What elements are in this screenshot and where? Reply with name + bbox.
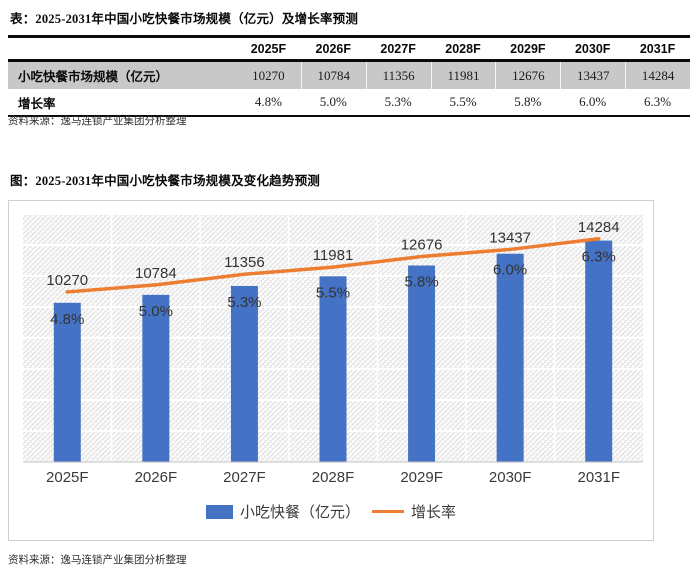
bar-value-label: 11356	[224, 254, 265, 271]
table-cell: 6.0%	[579, 94, 607, 109]
table-column-header: 2030F	[574, 41, 611, 56]
table-cell: 5.5%	[449, 94, 477, 109]
chart-title: 图：2025-2031年中国小吃快餐市场规模及变化趋势预测	[10, 174, 320, 188]
table-cell: 11356	[365, 62, 431, 89]
bar-value-label: 11981	[313, 247, 354, 264]
growth-value-label: 6.3%	[582, 249, 616, 266]
legend-item-line: 增长率	[372, 501, 456, 522]
table-column-header: 2031F	[639, 41, 676, 56]
table-row-growth-rate: 增长率 4.8% 5.0% 5.3% 5.5% 5.8% 6.0% 6.3%	[8, 89, 690, 117]
legend-item-bars: 小吃快餐（亿元）	[205, 501, 360, 522]
legend-label: 增长率	[411, 504, 457, 521]
table-title: 表：2025-2031年中国小吃快餐市场规模（亿元）及增长率预测	[10, 12, 359, 26]
table-cell: 10784	[300, 62, 366, 89]
table-cell: 5.0%	[319, 94, 347, 109]
bar-value-label: 12676	[401, 237, 443, 254]
x-axis-label: 2026F	[134, 469, 178, 486]
x-axis-label: 2027F	[223, 469, 266, 486]
table-column-header: 2029F	[510, 41, 546, 56]
line-series-swatch-icon	[372, 510, 404, 513]
table-cell: 4.8%	[254, 94, 282, 109]
table-cell: 11981	[430, 62, 496, 89]
table-cell: 5.8%	[514, 94, 542, 109]
chart-plot-svg: 10270 4.8% 10784 5.0% 11356 5.3% 11981 5.5% 1267…	[23, 213, 643, 463]
bar-2029F	[408, 265, 436, 462]
x-axis-label: 2028F	[311, 469, 355, 486]
table-column-header: 2027F	[380, 41, 416, 56]
chart-source: 资料来源：逸马连锁产业集团分析整理	[8, 555, 187, 566]
chart-legend: 小吃快餐（亿元） 增长率	[9, 501, 653, 522]
x-axis: 2025F 2026F 2027F 2028F 2029F 2030F 2031F	[23, 469, 643, 486]
table-cell: 10270	[252, 67, 285, 83]
row-label: 小吃快餐市场规模（亿元）	[18, 70, 169, 84]
bar-value-label: 14284	[578, 219, 620, 236]
plot-area: 10270 4.8% 10784 5.0% 11356 5.3% 11981 5.5% 1267…	[23, 213, 643, 463]
x-axis-label: 2031F	[577, 469, 621, 486]
table-column-header: 2025F	[250, 41, 287, 56]
table-cell: 6.3%	[644, 94, 672, 109]
bar-series-swatch-icon	[205, 504, 233, 519]
x-axis-label: 2025F	[46, 469, 89, 486]
table-cell: 5.3%	[384, 94, 412, 109]
chart-container: 10270 4.8% 10784 5.0% 11356 5.3% 11981 5.5% 1267…	[8, 200, 654, 541]
bar-2030F	[496, 253, 524, 462]
table-source: 资料来源：逸马连锁产业集团分析整理	[8, 116, 187, 127]
bar-2028F	[319, 276, 347, 462]
growth-value-label: 5.3%	[227, 294, 261, 311]
table-cell: 13437	[560, 62, 625, 89]
growth-rate-line	[65, 237, 601, 294]
bar-value-label: 13437	[489, 229, 531, 246]
growth-value-label: 6.0%	[493, 262, 527, 279]
bar-value-label: 10270	[46, 272, 88, 289]
table-header-row: 2025F 2026F 2027F 2028F 2029F 2030F 2031…	[8, 38, 690, 62]
bar-2031F	[585, 240, 613, 462]
growth-value-label: 5.5%	[316, 284, 350, 301]
bar-2025F	[53, 302, 81, 462]
row-label: 增长率	[18, 96, 56, 111]
bar-value-label: 10784	[135, 265, 177, 282]
growth-value-label: 5.8%	[404, 274, 438, 291]
growth-value-label: 4.8%	[50, 311, 84, 328]
x-axis-label: 2029F	[400, 469, 443, 486]
table-row-market-size: 小吃快餐市场规模（亿元） 10270 10784 11356 11981 126…	[8, 62, 690, 89]
x-axis-label: 2030F	[488, 469, 532, 486]
growth-value-label: 5.0%	[139, 303, 173, 320]
bar-2026F	[142, 294, 170, 462]
table-cell: 14284	[625, 62, 690, 89]
legend-label: 小吃快餐（亿元）	[239, 504, 360, 521]
table-cell: 12676	[495, 62, 560, 89]
forecast-table: 2025F 2026F 2027F 2028F 2029F 2030F 2031…	[8, 35, 690, 117]
bar-2027F	[230, 285, 258, 462]
table-column-header: 2026F	[315, 41, 351, 56]
table-column-header: 2028F	[445, 41, 481, 56]
